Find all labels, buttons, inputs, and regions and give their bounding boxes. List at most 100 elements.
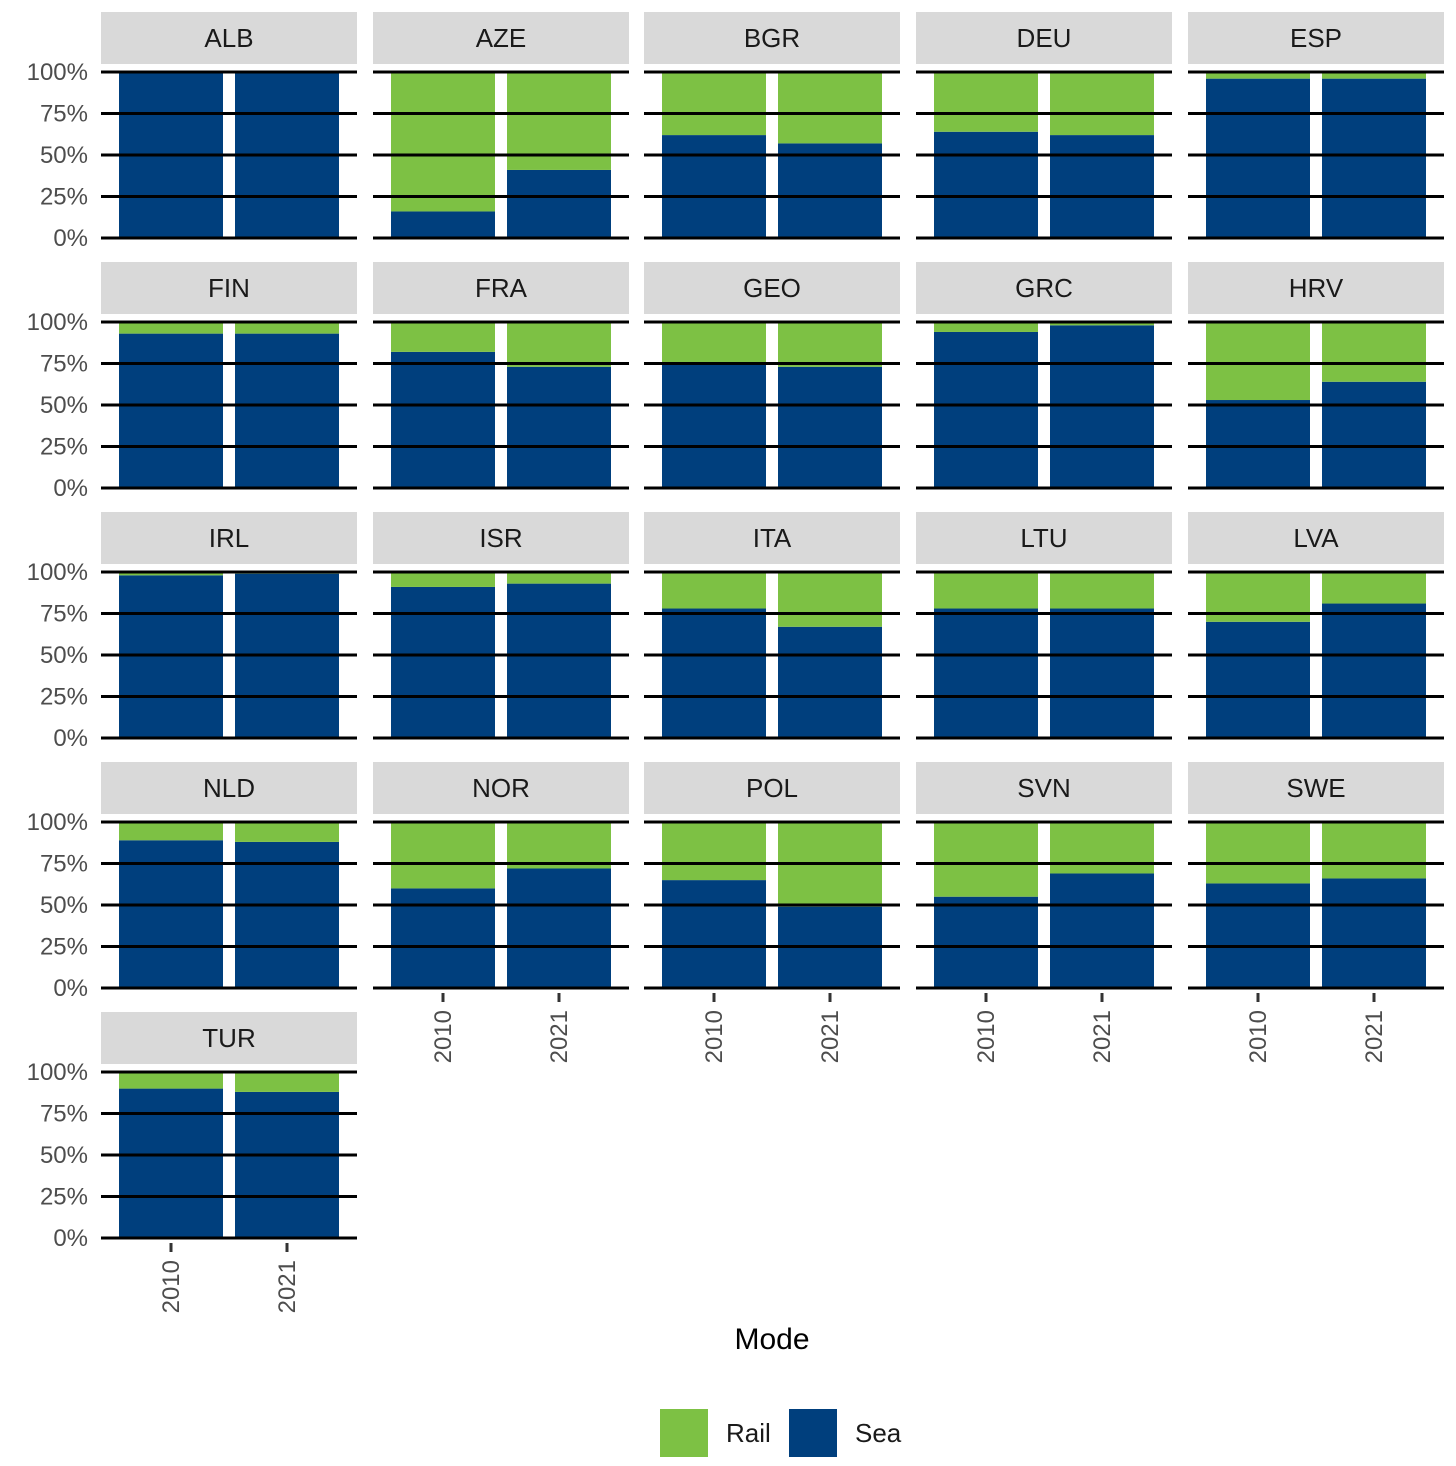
bar-sea-svn-2021 (1050, 873, 1154, 988)
bar-sea-fin-2010 (119, 333, 223, 488)
bar-rail-isr-2021 (507, 572, 611, 584)
bar-rail-fin-2021 (235, 322, 339, 334)
y-tick-label-alb-1: 25% (40, 184, 88, 211)
facet-label-geo: GEO (743, 273, 801, 303)
x-tick-label-tur-2021: 2021 (274, 1260, 301, 1313)
bar-rail-geo-2021 (778, 322, 882, 367)
bar-rail-lva-2021 (1322, 572, 1426, 604)
bar-rail-pol-2010 (662, 822, 766, 881)
facet-strip-tur (101, 1012, 357, 1064)
bar-sea-hrv-2010 (1206, 400, 1310, 488)
facet-label-lva: LVA (1293, 523, 1339, 553)
bar-sea-bgr-2010 (662, 135, 766, 238)
bar-rail-grc-2010 (934, 322, 1038, 332)
bar-rail-ita-2010 (662, 572, 766, 609)
facet-strip-lva (1188, 512, 1444, 564)
facet-strip-aze (373, 12, 629, 64)
y-tick-label-tur-1: 25% (40, 1184, 88, 1211)
bar-sea-ita-2010 (662, 608, 766, 738)
legend-key-sea (789, 1409, 837, 1457)
facet-strip-geo (644, 262, 900, 314)
bar-sea-lva-2021 (1322, 603, 1426, 738)
bar-sea-swe-2021 (1322, 878, 1426, 988)
facet-strip-ltu (916, 512, 1172, 564)
bar-sea-bgr-2021 (778, 143, 882, 238)
facet-label-bgr: BGR (744, 23, 800, 53)
y-tick-label-fin-2: 50% (40, 392, 88, 419)
facet-label-pol: POL (746, 773, 798, 803)
facet-strip-nld (101, 762, 357, 814)
bar-rail-swe-2010 (1206, 822, 1310, 884)
facet-strip-deu (916, 12, 1172, 64)
bar-sea-isr-2010 (391, 586, 495, 738)
y-tick-label-irl-1: 25% (40, 684, 88, 711)
bar-rail-ita-2021 (778, 572, 882, 627)
bar-sea-ltu-2010 (934, 608, 1038, 738)
bar-sea-ltu-2021 (1050, 608, 1154, 738)
x-tick-label-swe-2010: 2010 (1245, 1010, 1272, 1063)
y-tick-label-nld-4: 100% (27, 809, 88, 836)
facet-label-grc: GRC (1015, 273, 1073, 303)
facet-label-fin: FIN (208, 273, 250, 303)
facet-label-isr: ISR (479, 523, 522, 553)
facet-strip-alb (101, 12, 357, 64)
facet-strip-irl (101, 512, 357, 564)
bar-sea-isr-2021 (507, 583, 611, 738)
bar-sea-nld-2021 (235, 841, 339, 988)
bar-rail-deu-2010 (934, 72, 1038, 132)
y-tick-label-nld-0: 0% (53, 975, 88, 1002)
bar-rail-tur-2010 (119, 1072, 223, 1089)
facet-label-ltu: LTU (1020, 523, 1067, 553)
bar-sea-irl-2010 (119, 575, 223, 738)
y-tick-label-irl-2: 50% (40, 642, 88, 669)
y-tick-label-irl-4: 100% (27, 559, 88, 586)
facet-strip-swe (1188, 762, 1444, 814)
bar-rail-grc-2021 (1050, 322, 1154, 326)
bar-rail-ltu-2010 (934, 572, 1038, 609)
x-tick-label-svn-2021: 2021 (1089, 1010, 1116, 1063)
facet-label-fra: FRA (475, 273, 528, 303)
facet-label-hrv: HRV (1289, 273, 1344, 303)
bar-rail-nor-2010 (391, 822, 495, 889)
facet-label-aze: AZE (476, 23, 527, 53)
facet-label-alb: ALB (204, 23, 253, 53)
bar-sea-pol-2010 (662, 880, 766, 988)
bar-sea-fra-2021 (507, 366, 611, 488)
bar-rail-isr-2010 (391, 572, 495, 587)
bar-sea-grc-2021 (1050, 325, 1154, 488)
bar-sea-esp-2021 (1322, 78, 1426, 238)
facet-strip-hrv (1188, 262, 1444, 314)
y-tick-label-alb-0: 0% (53, 225, 88, 252)
bar-rail-esp-2010 (1206, 72, 1310, 79)
x-tick-label-nor-2021: 2021 (546, 1010, 573, 1063)
bar-rail-fra-2021 (507, 322, 611, 367)
bar-sea-tur-2021 (235, 1091, 339, 1238)
y-tick-label-irl-3: 75% (40, 601, 88, 628)
facet-strip-nor (373, 762, 629, 814)
y-tick-label-nld-2: 50% (40, 892, 88, 919)
x-tick-label-tur-2010: 2010 (158, 1260, 185, 1313)
bar-sea-tur-2010 (119, 1088, 223, 1238)
y-tick-label-tur-4: 100% (27, 1059, 88, 1086)
y-tick-label-fin-1: 25% (40, 434, 88, 461)
bar-sea-deu-2010 (934, 131, 1038, 238)
legend-label-sea: Sea (855, 1418, 902, 1448)
facet-label-svn: SVN (1017, 773, 1070, 803)
y-tick-label-tur-0: 0% (53, 1225, 88, 1252)
facet-strip-esp (1188, 12, 1444, 64)
bar-rail-svn-2010 (934, 822, 1038, 897)
bar-rail-nor-2021 (507, 822, 611, 869)
bar-sea-fra-2010 (391, 351, 495, 488)
bar-rail-fin-2010 (119, 322, 223, 334)
bar-rail-bgr-2010 (662, 72, 766, 136)
y-tick-label-nld-3: 75% (40, 851, 88, 878)
x-tick-label-pol-2010: 2010 (701, 1010, 728, 1063)
x-tick-label-nor-2010: 2010 (430, 1010, 457, 1063)
facet-strip-bgr (644, 12, 900, 64)
bar-rail-hrv-2010 (1206, 322, 1310, 401)
bar-rail-irl-2010 (119, 572, 223, 576)
facet-strip-grc (916, 262, 1172, 314)
bar-rail-bgr-2021 (778, 72, 882, 144)
